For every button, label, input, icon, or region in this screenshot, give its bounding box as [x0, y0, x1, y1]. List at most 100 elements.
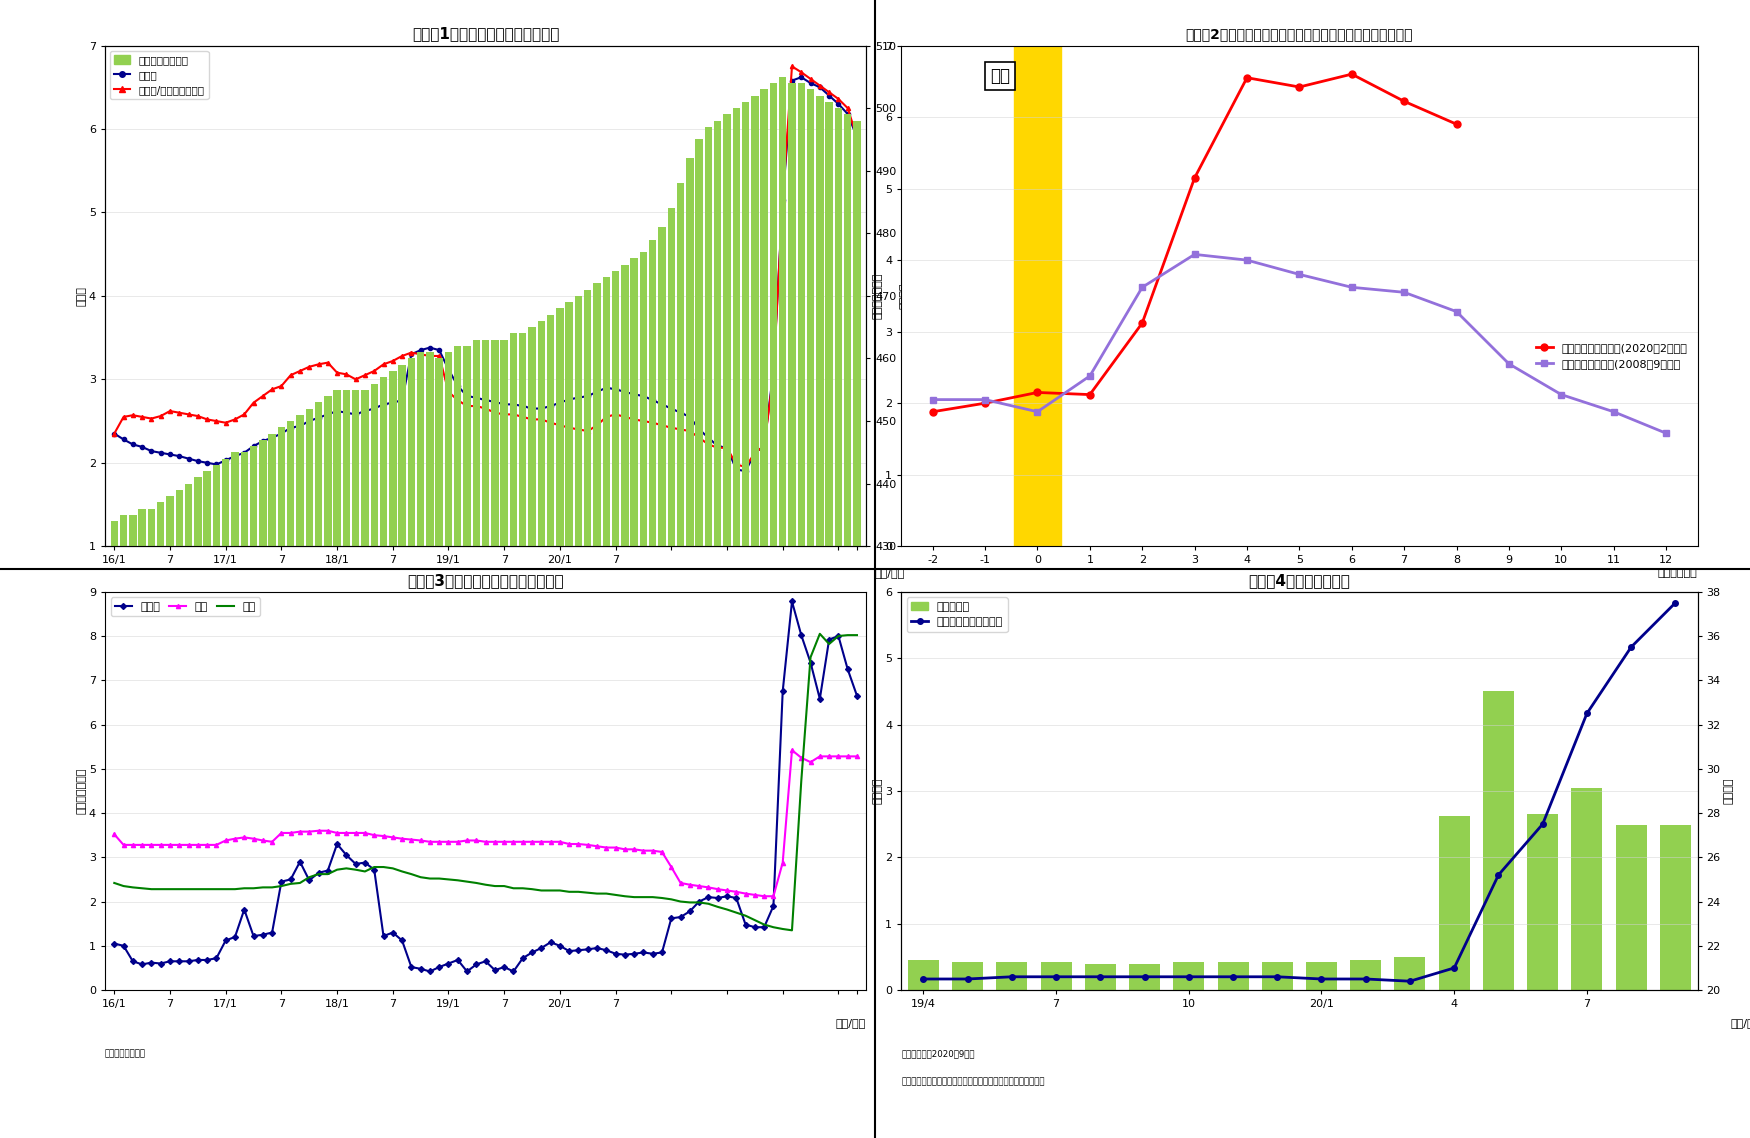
Bar: [1351, 960, 1381, 990]
Text: （資料）日本銀行: （資料）日本銀行: [105, 1049, 145, 1058]
Bar: [278, 428, 285, 1138]
Bar: [770, 83, 777, 1138]
Bar: [798, 83, 805, 1138]
Line: 前年比: 前年比: [112, 75, 859, 473]
前年比/特殊要因調整後: [735, 460, 756, 473]
Bar: [630, 258, 639, 1138]
信金: [569, 885, 590, 899]
Bar: [612, 271, 620, 1138]
信金: [782, 924, 803, 938]
新型コロナショック(2020年2月）後: [922, 405, 943, 419]
Bar: [520, 333, 527, 1138]
都銀等: [420, 965, 441, 979]
Bar: [186, 484, 192, 1138]
Bar: [408, 358, 415, 1138]
前年比: [569, 390, 590, 404]
Bar: [621, 265, 628, 1138]
信金: [513, 882, 534, 896]
Bar: [733, 108, 740, 1138]
都銀等: [103, 937, 124, 950]
Bar: [214, 465, 220, 1138]
Line: リーマンショック(2008年9月）後: リーマンショック(2008年9月）後: [929, 250, 1670, 437]
Bar: [110, 521, 117, 1138]
Bar: [222, 459, 229, 1138]
リーマンショック(2008年9月）後: [1237, 254, 1258, 267]
前年比/特殊要因調整後: [782, 59, 803, 73]
地銀: [744, 888, 765, 901]
前年比/特殊要因調整後: [707, 440, 728, 454]
Bar: [231, 453, 238, 1138]
リーマンショック(2008年9月）後: [1340, 280, 1362, 294]
Bar: [1129, 964, 1160, 990]
Text: （注）特殊要因調整後は、為替変動・債権償却・流動化等の影響を考慮したもの: （注）特殊要因調整後は、為替変動・債権償却・流動化等の影響を考慮したもの: [105, 621, 289, 630]
地銀: [569, 838, 590, 851]
前年比: [513, 399, 534, 413]
Bar: [268, 434, 276, 1138]
Bar: [427, 353, 434, 1138]
Bar: [788, 83, 796, 1138]
Bar: [1661, 825, 1690, 990]
Line: 都銀等: 都銀等: [112, 600, 859, 973]
Bar: [296, 414, 304, 1138]
Bar: [548, 315, 555, 1138]
Bar: [1615, 825, 1647, 990]
前年比: [735, 464, 756, 478]
Bar: [556, 308, 564, 1138]
Bar: [677, 183, 684, 1138]
前年比/特殊要因調整後: [103, 427, 124, 440]
Bar: [250, 446, 257, 1138]
Bar: [240, 453, 248, 1138]
前年比: [782, 74, 803, 88]
新型コロナショック(2020年2月）後: [1027, 386, 1048, 399]
Bar: [436, 358, 443, 1138]
Bar: [996, 963, 1027, 990]
前年比: [651, 397, 672, 411]
Bar: [649, 240, 656, 1138]
Text: （経過月数）: （経過月数）: [1657, 568, 1698, 578]
前年比: [754, 439, 775, 453]
Text: 特殊要因調整後の前年比＝（今月の調整後貸出残高－前年同月の調整前貸出残高）/前年同月の調整前貸出残高: 特殊要因調整後の前年比＝（今月の調整後貸出残高－前年同月の調整前貸出残高）/前年…: [105, 657, 364, 666]
前年比/特殊要因調整後: [791, 65, 812, 79]
Y-axis label: （％）: （％）: [75, 286, 86, 306]
リーマンショック(2008年9月）後: [1656, 427, 1676, 440]
Y-axis label: （兆円）: （兆円）: [1724, 777, 1734, 805]
地銀: [791, 751, 812, 765]
Title: （図表1）　銀行貸出残高の増減率: （図表1） 銀行貸出残高の増減率: [411, 26, 560, 42]
Bar: [761, 90, 768, 1138]
Bar: [259, 440, 266, 1138]
都銀等: [847, 688, 868, 702]
Bar: [1262, 963, 1293, 990]
Bar: [399, 365, 406, 1138]
リーマンショック(2008年9月）後: [1446, 305, 1466, 319]
新型コロナショック(2020年2月）後: [1446, 117, 1466, 131]
前年比/特殊要因調整後: [651, 419, 672, 432]
前年比/特殊要因調整後: [754, 439, 775, 453]
Legend: 保証承諾額, 保証債務残高（右軸）: 保証承諾額, 保証債務残高（右軸）: [906, 597, 1008, 632]
リーマンショック(2008年9月）後: [1288, 267, 1309, 281]
都銀等: [662, 912, 682, 925]
前年比: [847, 131, 868, 145]
都銀等: [522, 946, 542, 959]
Line: 新型コロナショック(2020年2月）後: 新型コロナショック(2020年2月）後: [929, 71, 1460, 415]
前年比/特殊要因調整後: [569, 422, 590, 436]
信金: [808, 627, 829, 641]
Bar: [602, 278, 611, 1138]
Text: （資料）全国信用保証協会連合会よりニッセイ基礎研究所作成: （資料）全国信用保証協会連合会よりニッセイ基礎研究所作成: [901, 1078, 1045, 1087]
地銀: [754, 890, 775, 904]
地銀: [513, 835, 534, 849]
地銀: [707, 882, 728, 896]
リーマンショック(2008年9月）後: [1185, 248, 1206, 262]
Bar: [908, 960, 938, 990]
Bar: [492, 340, 499, 1138]
都銀等: [716, 890, 737, 904]
Text: （年/月）: （年/月）: [836, 1017, 866, 1028]
Bar: [1013, 46, 1060, 546]
Bar: [658, 228, 665, 1138]
新型コロナショック(2020年2月）後: [1237, 71, 1258, 84]
Bar: [388, 371, 397, 1138]
Legend: 都銀等, 地銀, 信金: 都銀等, 地銀, 信金: [110, 597, 261, 616]
Bar: [695, 140, 704, 1138]
リーマンショック(2008年9月）後: [1080, 369, 1101, 382]
Y-axis label: （兆円）: （兆円）: [900, 282, 910, 310]
Title: （図表3）　業態別の貸出残高増減率: （図表3） 業態別の貸出残高増減率: [408, 572, 564, 588]
